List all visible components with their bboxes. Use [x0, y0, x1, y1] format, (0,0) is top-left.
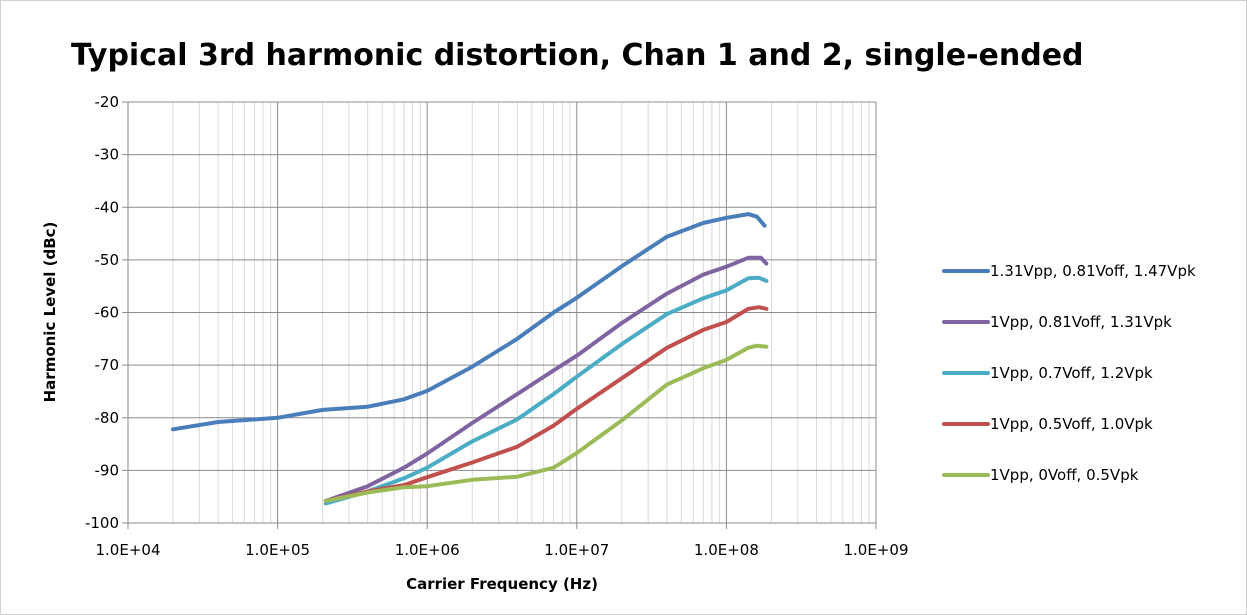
series-lines — [171, 212, 769, 506]
y-tick-label: -40 — [95, 198, 120, 216]
chart-title: Typical 3rd harmonic distortion, Chan 1 … — [71, 38, 1084, 73]
x-tick-label: 1.0E+04 — [96, 541, 161, 559]
y-tick-label: -60 — [95, 304, 120, 322]
series-line — [171, 212, 767, 432]
legend-label: 1Vpp, 0.5Voff, 1.0Vpk — [990, 415, 1153, 433]
legend-label: 1Vpp, 0.7Voff, 1.2Vpk — [990, 364, 1153, 382]
series-line — [323, 343, 769, 503]
y-tick-label: -90 — [95, 461, 120, 479]
y-tick-label: -50 — [95, 251, 120, 269]
axes — [122, 101, 877, 529]
series-line — [323, 275, 769, 506]
x-tick-label: 1.0E+07 — [544, 541, 609, 559]
x-tick-label: 1.0E+09 — [844, 541, 909, 559]
series-line — [323, 255, 769, 503]
y-tick-labels: -100 -90 -80 -70 -60 -50 -40 -30 -20 — [85, 93, 119, 532]
y-tick-label: -20 — [95, 93, 120, 111]
x-tick-label: 1.0E+05 — [245, 541, 310, 559]
y-tick-label: -30 — [95, 146, 120, 164]
legend: 1.31Vpp, 0.81Voff, 1.47Vpk 1Vpp, 0.81Voff… — [942, 262, 1196, 484]
x-tick-label: 1.0E+06 — [395, 541, 460, 559]
x-tick-labels: 1.0E+04 1.0E+05 1.0E+06 1.0E+07 1.0E+08 1.0E+… — [96, 541, 909, 559]
y-tick-label: -100 — [85, 514, 119, 532]
legend-label: 1Vpp, 0Voff, 0.5Vpk — [990, 466, 1139, 484]
y-tick-label: -80 — [95, 409, 120, 427]
series-line — [323, 305, 769, 503]
x-axis-title: Carrier Frequency (Hz) — [406, 575, 598, 593]
y-tick-label: -70 — [95, 356, 120, 374]
legend-label: 1Vpp, 0.81Voff, 1.31Vpk — [990, 313, 1172, 331]
legend-label: 1.31Vpp, 0.81Voff, 1.47Vpk — [990, 262, 1196, 280]
x-tick-label: 1.0E+08 — [694, 541, 759, 559]
y-axis-title: Harmonic Level (dBc) — [41, 222, 59, 403]
